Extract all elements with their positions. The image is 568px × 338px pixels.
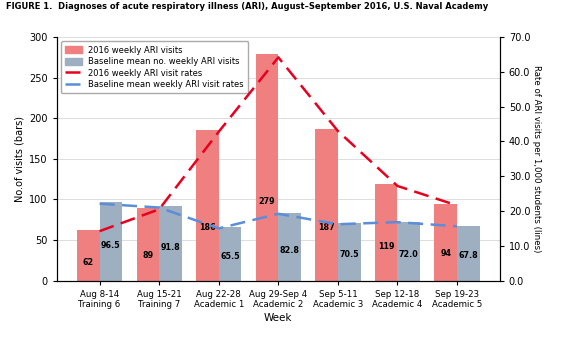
Text: 67.8: 67.8 [458,251,478,260]
Bar [375,184,398,281]
Text: 62: 62 [83,259,94,267]
Text: 119: 119 [378,242,394,251]
Text: 96.5: 96.5 [101,241,121,250]
Bar [77,230,99,281]
Bar [256,54,278,281]
Bar [338,223,361,281]
Bar [435,204,457,281]
Y-axis label: No.of visits (bars): No.of visits (bars) [15,116,25,202]
Text: 279: 279 [258,197,275,206]
Text: 91.8: 91.8 [161,243,181,251]
Y-axis label: Rate of ARI visits per 1,000 students (lines): Rate of ARI visits per 1,000 students (l… [532,65,541,252]
Bar [219,227,241,281]
Text: 94: 94 [440,249,451,258]
Bar [278,213,301,281]
Bar [159,206,182,281]
Text: 89: 89 [142,251,153,260]
Text: 82.8: 82.8 [279,246,300,255]
Bar [196,130,219,281]
Text: 70.5: 70.5 [340,250,359,259]
Text: 72.0: 72.0 [399,250,419,259]
X-axis label: Week: Week [264,313,293,323]
Text: 187: 187 [318,223,335,232]
Bar [457,225,480,281]
Bar [99,202,122,281]
Bar [315,129,338,281]
Bar [398,222,420,281]
Text: 186: 186 [199,223,216,232]
Text: FIGURE 1.  Diagnoses of acute respiratory illness (ARI), August–September 2016, : FIGURE 1. Diagnoses of acute respiratory… [6,2,488,11]
Legend: 2016 weekly ARI visits, Baseline mean no. weekly ARI visits, 2016 weekly ARI vis: 2016 weekly ARI visits, Baseline mean no… [61,41,248,93]
Text: 65.5: 65.5 [220,252,240,261]
Bar [136,208,159,281]
